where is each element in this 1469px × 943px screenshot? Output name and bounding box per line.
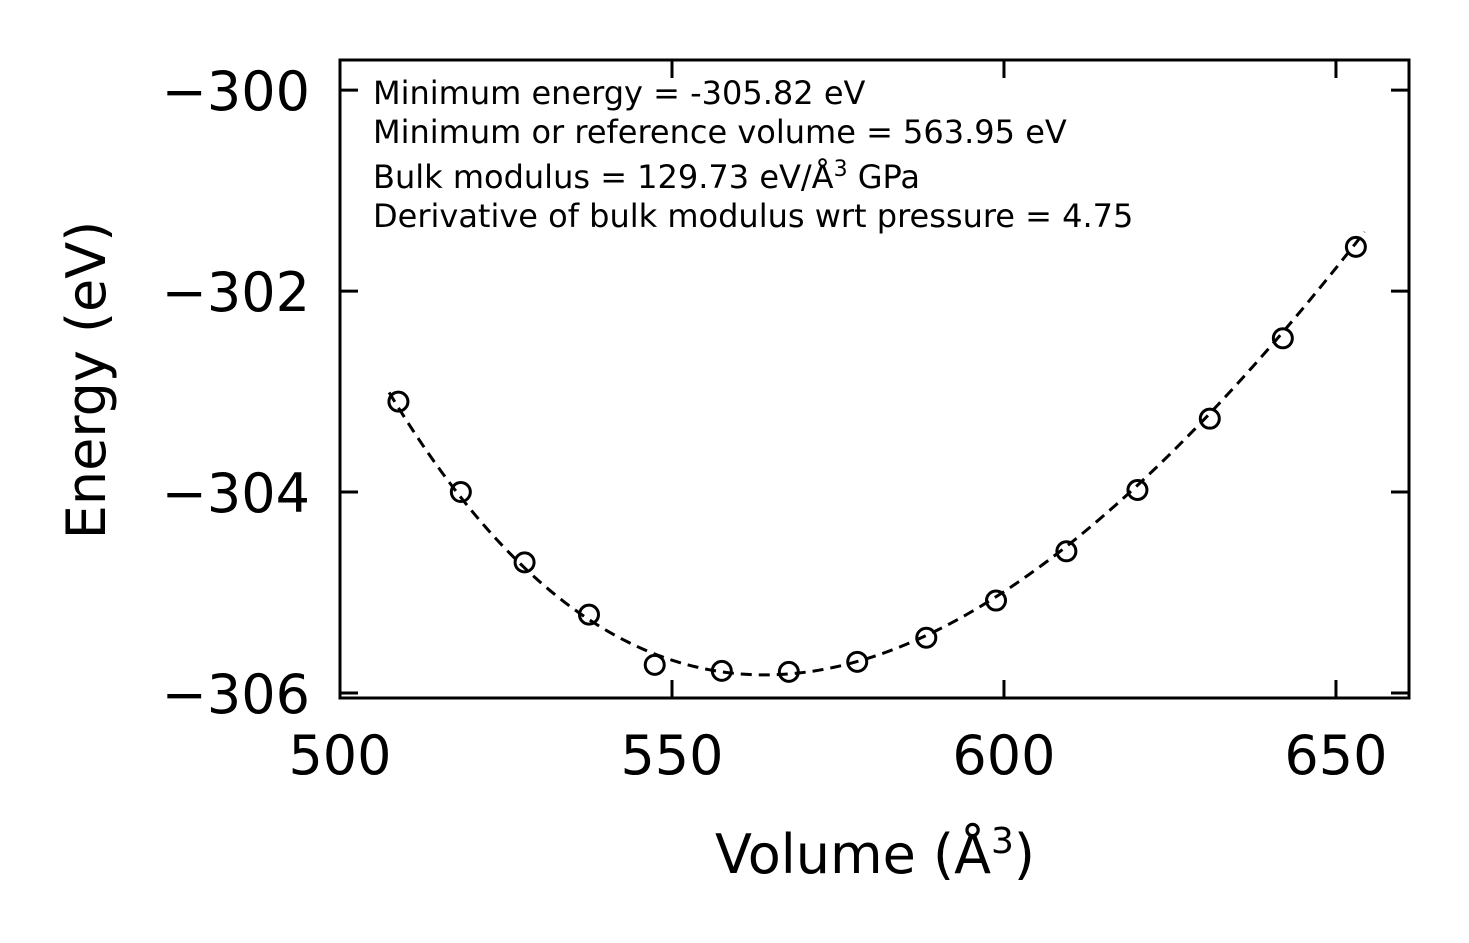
data-point xyxy=(710,659,733,682)
data-points xyxy=(387,235,1367,683)
data-point xyxy=(777,660,800,683)
data-point xyxy=(846,650,869,673)
y-tick-label: −300 xyxy=(162,60,310,123)
x-tick-labels: 500 550 600 650 xyxy=(288,724,1387,787)
x-tick-label: 600 xyxy=(952,724,1055,787)
data-point xyxy=(387,390,410,413)
x-tick-label: 550 xyxy=(620,724,723,787)
x-tick-label: 650 xyxy=(1284,724,1387,787)
y-tick-labels: −300 −302 −304 −306 xyxy=(162,60,310,726)
data-point xyxy=(915,626,938,649)
x-axis-label: Volume (Å3) xyxy=(715,821,1035,886)
y-tick-label: −306 xyxy=(162,663,310,726)
data-point xyxy=(643,653,666,676)
annotation-min-energy: Minimum energy = -305.82 eV xyxy=(373,74,866,112)
plot-frame xyxy=(338,58,1411,700)
data-point xyxy=(1344,235,1367,258)
y-tick-label: −304 xyxy=(162,462,310,525)
data-point xyxy=(1126,479,1149,502)
ticks-layer xyxy=(338,60,1409,698)
annotation-bulk-derivative: Derivative of bulk modulus wrt pressure … xyxy=(373,197,1133,235)
data-point xyxy=(1198,407,1221,430)
y-axis-label: Energy (eV) xyxy=(55,221,118,540)
data-point xyxy=(449,481,472,504)
data-point xyxy=(1271,327,1294,350)
fit-curve xyxy=(387,231,1366,677)
annotation-reference-volume: Minimum or reference volume = 563.95 eV xyxy=(373,113,1067,151)
data-point xyxy=(1055,540,1078,563)
fit-annotations: Minimum energy = -305.82 eV Minimum or r… xyxy=(373,74,1133,235)
data-point xyxy=(513,551,536,574)
x-tick-label: 500 xyxy=(288,724,391,787)
data-point xyxy=(985,589,1008,612)
data-point xyxy=(577,603,600,626)
y-tick-label: −302 xyxy=(162,261,310,324)
annotation-bulk-modulus: Bulk modulus = 129.73 eV/Å3 GPa xyxy=(373,157,920,196)
